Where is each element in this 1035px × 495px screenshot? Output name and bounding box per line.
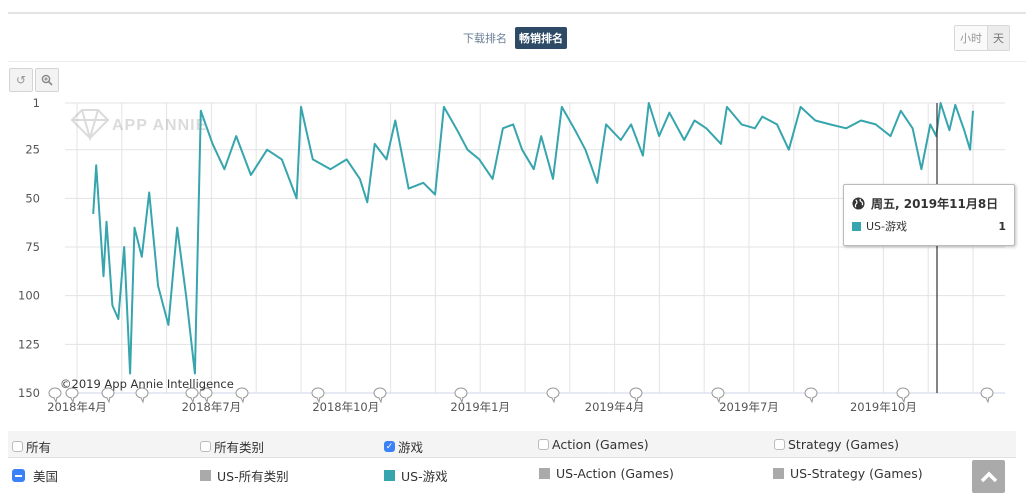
event-flag-icon[interactable] <box>101 387 115 404</box>
legend-swatch <box>773 468 784 479</box>
tooltip-value: 1 <box>998 219 1006 233</box>
tooltip-title: 周五, 2019年11月8日 <box>871 197 999 211</box>
legend-us-games[interactable]: US-游戏 <box>384 466 448 485</box>
legend-us-action-games[interactable]: US-Action (Games) <box>539 466 674 481</box>
svg-text:50: 50 <box>25 191 40 205</box>
legend-us-all-categories[interactable]: US-所有类别 <box>200 466 289 485</box>
category-all-categories[interactable]: 所有类别 <box>200 437 264 456</box>
globe-icon <box>852 197 865 210</box>
tooltip-series: US-游戏 <box>866 220 908 233</box>
ranking-mode-switch: 下载排名 畅销排名 <box>459 27 567 49</box>
scroll-to-top-button[interactable] <box>972 460 1005 493</box>
category-label: 所有 <box>26 440 52 455</box>
checkbox[interactable] <box>200 441 211 452</box>
event-flag-icon[interactable] <box>896 387 910 404</box>
category-label: 所有类别 <box>214 440 265 455</box>
svg-text:2019年1月: 2019年1月 <box>450 400 510 414</box>
collapse-icon[interactable] <box>12 469 25 482</box>
svg-text:2019年10月: 2019年10月 <box>850 400 917 414</box>
event-flag-icon[interactable] <box>804 387 818 404</box>
top-divider <box>8 12 1026 14</box>
event-flag-icon[interactable] <box>135 387 149 404</box>
svg-text:125: 125 <box>18 337 40 351</box>
event-flag-icon[interactable] <box>980 387 994 404</box>
category-games[interactable]: ✓ 游戏 <box>384 437 423 456</box>
svg-text:2018年4月: 2018年4月 <box>47 400 107 414</box>
legend-us-strategy-games[interactable]: US-Strategy (Games) <box>773 466 923 481</box>
category-label: Action (Games) <box>552 437 649 452</box>
header-divider <box>8 61 1026 62</box>
event-flag-icon[interactable] <box>454 387 468 404</box>
legend-label: US-Strategy (Games) <box>790 466 923 481</box>
granularity-switch: 小时 天 <box>954 25 1010 51</box>
svg-text:25: 25 <box>25 143 40 157</box>
chart-tooltip: 周五, 2019年11月8日 US-游戏 1 <box>843 184 1015 246</box>
legend-label: US-Action (Games) <box>556 466 674 481</box>
reset-zoom-button[interactable]: ↺ <box>9 68 33 92</box>
legend-swatch <box>384 470 395 481</box>
checkbox[interactable] <box>538 439 549 450</box>
event-flag-icon[interactable] <box>185 387 199 404</box>
tab-grossing-ranking[interactable]: 畅销排名 <box>515 27 567 49</box>
event-flag-icon[interactable] <box>373 387 387 404</box>
legend-label: US-所有类别 <box>217 469 289 484</box>
event-flag-icon[interactable] <box>199 387 213 404</box>
zoom-in-button[interactable] <box>35 68 59 92</box>
svg-text:2018年7月: 2018年7月 <box>182 400 242 414</box>
chart-grid <box>65 102 1005 394</box>
category-all[interactable]: 所有 <box>12 437 51 456</box>
tab-download-ranking[interactable]: 下载排名 <box>463 32 507 45</box>
watermark: APP ANNIE <box>70 109 207 142</box>
credits-text: ©2019 App Annie Intelligence <box>60 377 234 391</box>
event-flag-icon[interactable] <box>546 387 560 404</box>
country-label: 美国 <box>33 469 59 484</box>
country-us[interactable]: 美国 <box>12 466 58 485</box>
event-flag-icon[interactable] <box>629 387 643 404</box>
category-filter-row: 所有 所有类别 ✓ 游戏 Action (Games) Strategy (Gam… <box>8 431 1016 458</box>
svg-text:100: 100 <box>18 289 40 303</box>
legend-label: US-游戏 <box>401 469 448 484</box>
checkbox[interactable] <box>774 439 785 450</box>
checkbox[interactable] <box>12 441 23 452</box>
svg-text:2019年4月: 2019年4月 <box>585 400 645 414</box>
svg-text:2018年10月: 2018年10月 <box>312 400 379 414</box>
series-line-us-games[interactable] <box>92 102 974 375</box>
category-label: 游戏 <box>398 440 424 455</box>
event-flag-icon[interactable] <box>311 387 325 404</box>
zoom-in-icon <box>41 74 53 86</box>
granularity-day[interactable]: 天 <box>987 26 1009 50</box>
event-flag-icon[interactable] <box>711 387 725 404</box>
event-markers[interactable] <box>48 387 994 404</box>
svg-text:75: 75 <box>25 240 40 254</box>
category-strategy-games[interactable]: Strategy (Games) <box>774 437 899 452</box>
category-action-games[interactable]: Action (Games) <box>538 437 649 452</box>
svg-text:1: 1 <box>33 96 40 110</box>
event-flag-icon[interactable] <box>235 387 249 404</box>
x-axis: 2018年4月 2018年7月 2018年10月 2019年1月 2019年4月 2019… <box>47 400 917 414</box>
category-label: Strategy (Games) <box>788 437 900 452</box>
legend-swatch <box>539 468 550 479</box>
undo-icon: ↺ <box>15 73 27 87</box>
event-flag-icon[interactable] <box>65 387 79 404</box>
checkbox-checked[interactable]: ✓ <box>384 441 395 452</box>
tooltip-swatch <box>852 221 861 231</box>
series-legend-row: 美国 US-所有类别 US-游戏 US-Action (Games) US-St… <box>8 458 1016 488</box>
legend-swatch <box>200 470 211 481</box>
svg-text:APP ANNIE: APP ANNIE <box>112 117 207 134</box>
chevron-up-icon <box>980 471 997 482</box>
svg-text:150: 150 <box>18 386 40 400</box>
granularity-hour[interactable]: 小时 <box>955 26 987 50</box>
event-flag-icon[interactable] <box>48 387 62 404</box>
svg-text:2019年7月: 2019年7月 <box>719 400 779 414</box>
